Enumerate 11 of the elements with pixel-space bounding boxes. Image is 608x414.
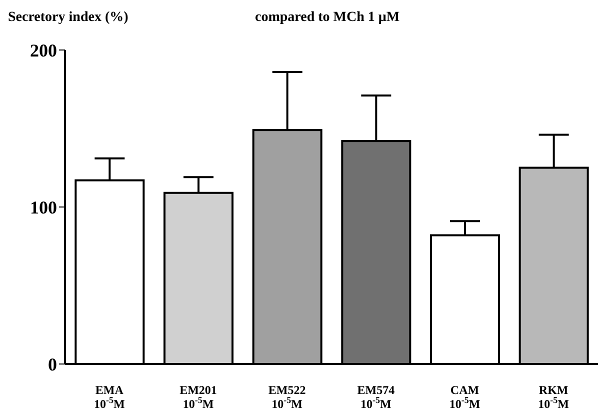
x-tick-label: EM201 10$^{-5}$M xyxy=(180,383,217,411)
y-tick-label: 100 xyxy=(30,197,57,218)
x-tick-label: EMA 10$^{-5}$M xyxy=(94,383,125,411)
x-tick-label: EM574 10$^{-5}$M xyxy=(357,383,395,411)
x-tick-label: EM522 10$^{-5}$M xyxy=(268,383,306,411)
x-tick-label: CAM 10$^{-5}$M xyxy=(449,383,480,411)
chart-title: compared to MCh 1 μM xyxy=(255,10,400,26)
y-axis-title: Secretory index (%) xyxy=(8,10,128,26)
x-tick-label: RKM 10$^{-5}$M xyxy=(538,383,569,411)
y-tick-label: 200 xyxy=(30,40,57,60)
y-tick-label: 0 xyxy=(48,354,57,374)
